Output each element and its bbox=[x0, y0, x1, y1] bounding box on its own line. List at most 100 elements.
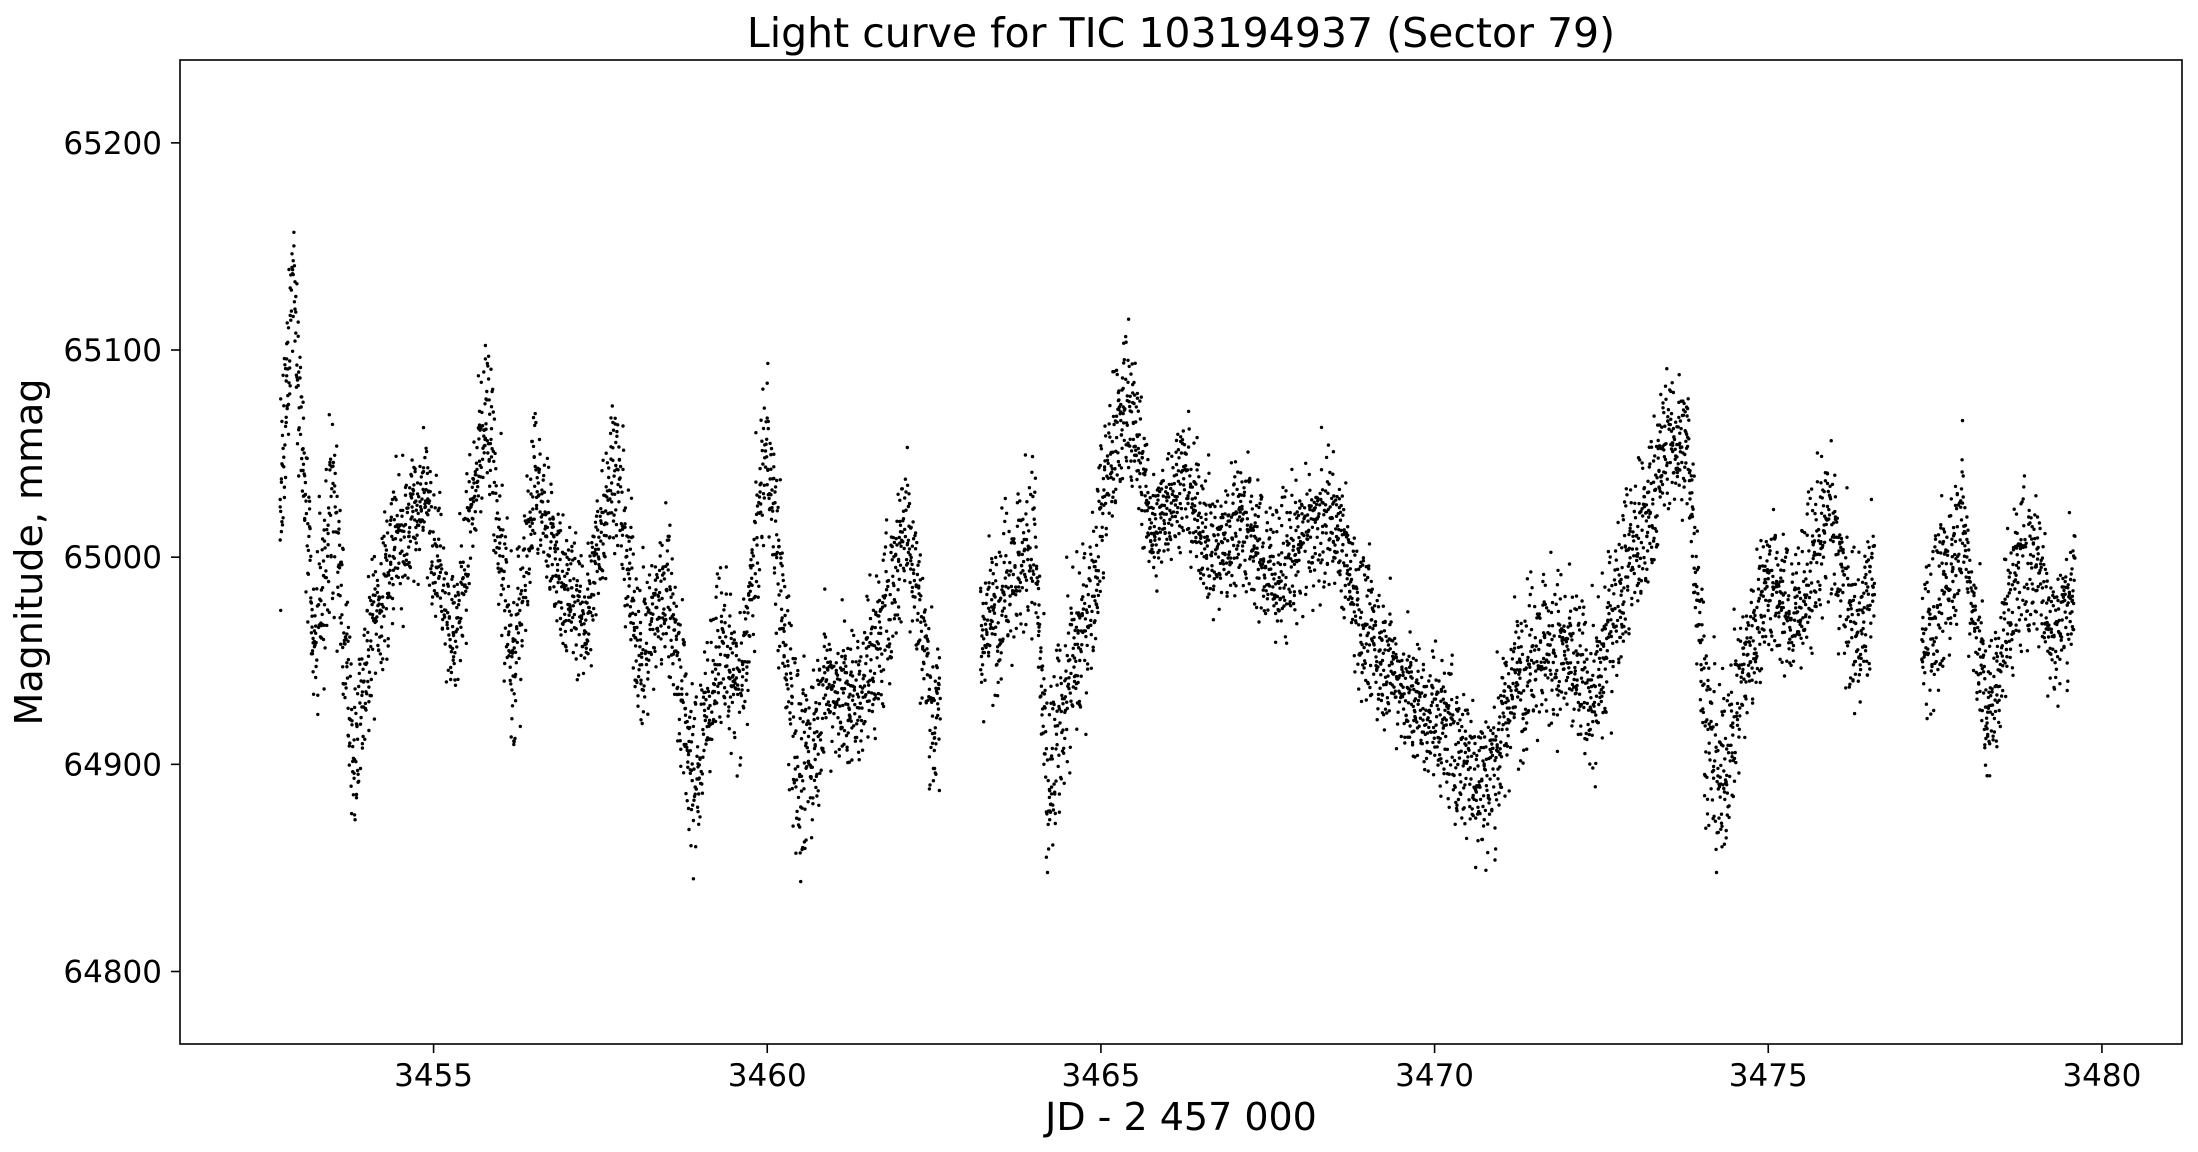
data-point bbox=[924, 634, 928, 638]
data-point bbox=[1068, 691, 1073, 695]
data-point bbox=[405, 510, 410, 515]
data-point bbox=[434, 473, 438, 477]
data-point bbox=[814, 700, 818, 705]
data-point bbox=[760, 448, 764, 453]
data-point bbox=[509, 623, 513, 627]
data-point bbox=[502, 569, 506, 574]
data-point bbox=[1018, 612, 1023, 616]
data-point bbox=[1480, 731, 1485, 735]
data-point bbox=[1430, 692, 1434, 696]
data-point bbox=[1121, 411, 1125, 416]
data-point bbox=[751, 632, 756, 637]
data-point bbox=[757, 584, 761, 588]
data-point bbox=[595, 569, 599, 574]
data-point bbox=[673, 585, 677, 589]
data-point bbox=[537, 470, 541, 474]
data-point bbox=[1261, 594, 1266, 598]
data-point bbox=[367, 685, 371, 689]
data-point bbox=[572, 577, 576, 581]
data-point bbox=[1280, 551, 1284, 555]
data-point bbox=[1034, 567, 1039, 571]
data-point bbox=[1519, 645, 1523, 649]
data-point bbox=[765, 483, 769, 487]
data-point bbox=[621, 566, 625, 571]
data-point bbox=[589, 664, 593, 668]
data-point bbox=[1316, 558, 1321, 562]
data-point bbox=[611, 536, 616, 540]
data-point bbox=[697, 792, 701, 796]
data-point bbox=[278, 497, 282, 502]
data-point bbox=[990, 598, 994, 602]
data-point bbox=[1339, 503, 1343, 508]
data-point bbox=[464, 489, 468, 494]
data-point bbox=[906, 504, 911, 509]
data-point bbox=[910, 590, 914, 594]
data-point bbox=[804, 741, 808, 745]
data-point bbox=[1401, 707, 1406, 711]
data-point bbox=[1270, 592, 1274, 596]
data-point bbox=[376, 648, 381, 652]
data-point bbox=[1189, 505, 1194, 510]
data-point bbox=[510, 688, 514, 692]
data-point bbox=[865, 654, 869, 658]
data-point bbox=[995, 662, 999, 667]
data-point bbox=[1204, 517, 1208, 522]
data-point bbox=[1206, 538, 1211, 542]
data-point bbox=[522, 574, 526, 579]
data-point bbox=[672, 601, 676, 605]
data-point bbox=[676, 739, 680, 743]
data-point bbox=[983, 622, 988, 626]
data-point bbox=[884, 588, 889, 592]
data-point bbox=[638, 645, 642, 649]
data-point bbox=[745, 671, 749, 676]
data-point bbox=[867, 690, 871, 694]
data-point bbox=[1015, 524, 1020, 528]
data-point bbox=[794, 851, 798, 855]
data-point bbox=[856, 695, 861, 699]
data-point bbox=[1186, 501, 1190, 506]
data-point bbox=[306, 548, 311, 553]
data-point bbox=[564, 583, 568, 588]
data-point bbox=[1489, 750, 1493, 754]
data-point bbox=[1376, 605, 1381, 609]
data-point bbox=[533, 484, 537, 488]
data-point bbox=[1287, 587, 1291, 591]
data-point bbox=[666, 605, 670, 609]
data-point bbox=[1216, 555, 1221, 559]
data-point bbox=[771, 509, 775, 513]
data-point bbox=[1504, 721, 1508, 725]
data-point bbox=[808, 726, 812, 730]
data-point bbox=[653, 649, 657, 654]
data-point bbox=[1331, 559, 1335, 563]
data-point bbox=[1199, 534, 1203, 539]
data-point bbox=[322, 539, 327, 543]
data-point bbox=[1026, 557, 1030, 562]
data-point bbox=[360, 657, 364, 661]
data-point bbox=[1482, 762, 1486, 766]
data-point bbox=[361, 667, 365, 671]
data-point bbox=[1454, 800, 1458, 805]
data-point bbox=[450, 577, 454, 581]
data-point bbox=[466, 572, 470, 577]
data-point bbox=[724, 592, 728, 596]
data-point bbox=[1140, 522, 1144, 527]
data-point bbox=[923, 608, 927, 612]
data-point bbox=[439, 512, 443, 517]
data-point bbox=[382, 534, 386, 538]
data-point bbox=[295, 282, 299, 286]
data-point bbox=[724, 635, 728, 639]
data-point bbox=[1440, 658, 1444, 663]
data-point bbox=[1175, 495, 1179, 499]
data-point bbox=[1130, 484, 1134, 488]
data-point bbox=[1304, 461, 1308, 465]
data-point bbox=[1080, 643, 1084, 647]
data-point bbox=[868, 573, 872, 577]
data-point bbox=[677, 717, 682, 722]
data-point bbox=[374, 619, 378, 623]
data-point bbox=[1472, 751, 1476, 755]
data-point bbox=[1162, 526, 1167, 531]
data-point bbox=[506, 603, 511, 607]
data-point bbox=[1315, 535, 1319, 539]
data-point bbox=[1273, 572, 1277, 576]
data-point bbox=[1249, 534, 1253, 538]
